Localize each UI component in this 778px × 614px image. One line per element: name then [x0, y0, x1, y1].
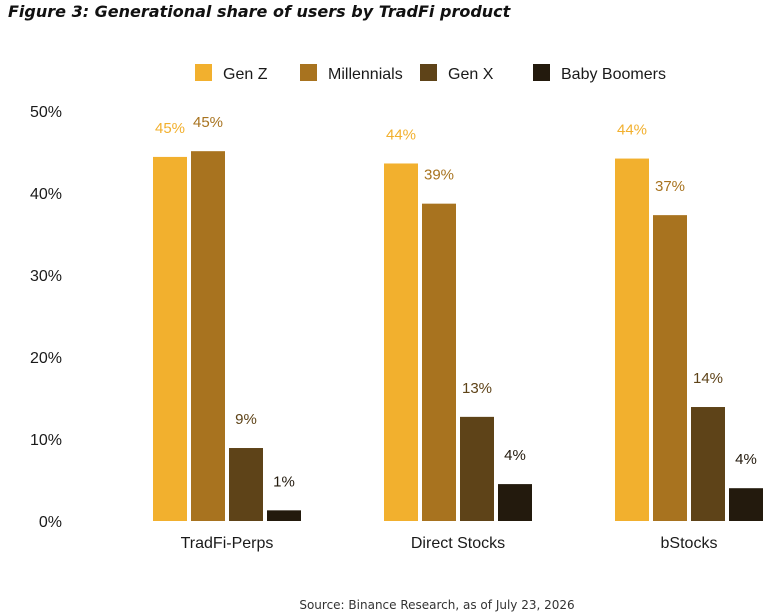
bar: [729, 488, 763, 521]
data-label: 39%: [424, 167, 454, 184]
legend-swatch: [195, 64, 212, 81]
bar: [615, 158, 649, 521]
bar: [422, 203, 456, 521]
category-label: TradFi-Perps: [181, 535, 274, 552]
data-label: 45%: [193, 114, 223, 131]
y-tick-label: 20%: [30, 350, 62, 367]
data-label: 14%: [693, 370, 723, 387]
data-label: 45%: [155, 120, 185, 137]
data-label: 13%: [462, 380, 492, 397]
y-tick-label: 30%: [30, 268, 62, 285]
legend-swatch: [420, 64, 437, 81]
y-tick-label: 0%: [39, 514, 62, 531]
bar: [384, 163, 418, 522]
bar: [498, 484, 532, 521]
legend-label: Gen Z: [223, 66, 268, 83]
data-label: 4%: [504, 447, 526, 464]
bar: [653, 215, 687, 521]
data-label: 1%: [273, 473, 295, 490]
legend-swatch: [533, 64, 550, 81]
category-label: bStocks: [661, 535, 718, 552]
figure-title: Figure 3: Generational share of users by…: [8, 2, 512, 21]
y-tick-label: 40%: [30, 186, 62, 203]
bar: [691, 407, 725, 521]
data-labels: 45% 44% 44% 45% 39% 37% 9% 13% 14% 1% 4% 4%: [155, 114, 757, 490]
data-label: 44%: [386, 126, 416, 143]
legend-label: Millennials: [328, 66, 403, 83]
bar: [153, 156, 187, 522]
y-tick-label: 50%: [30, 104, 62, 121]
data-label: 44%: [617, 122, 647, 139]
source-note: Source: Binance Research, as of July 23,…: [299, 598, 574, 612]
bar: [460, 416, 494, 521]
legend-swatch: [300, 64, 317, 81]
data-label: 9%: [235, 411, 257, 428]
x-axis: TradFi-Perps Direct Stocks bStocks: [181, 535, 718, 552]
legend: Gen Z Millennials Gen X Baby Boomers: [195, 64, 666, 83]
legend-label: Baby Boomers: [561, 66, 666, 83]
bar: [191, 151, 225, 521]
data-label: 37%: [655, 178, 685, 195]
category-label: Direct Stocks: [411, 535, 505, 552]
bar: [267, 510, 301, 521]
bar: [229, 448, 263, 521]
data-label: 4%: [735, 451, 757, 468]
legend-label: Gen X: [448, 66, 494, 83]
y-axis: 0% 10% 20% 30% 40% 50%: [30, 104, 62, 531]
bars: [153, 151, 763, 522]
y-tick-label: 10%: [30, 432, 62, 449]
